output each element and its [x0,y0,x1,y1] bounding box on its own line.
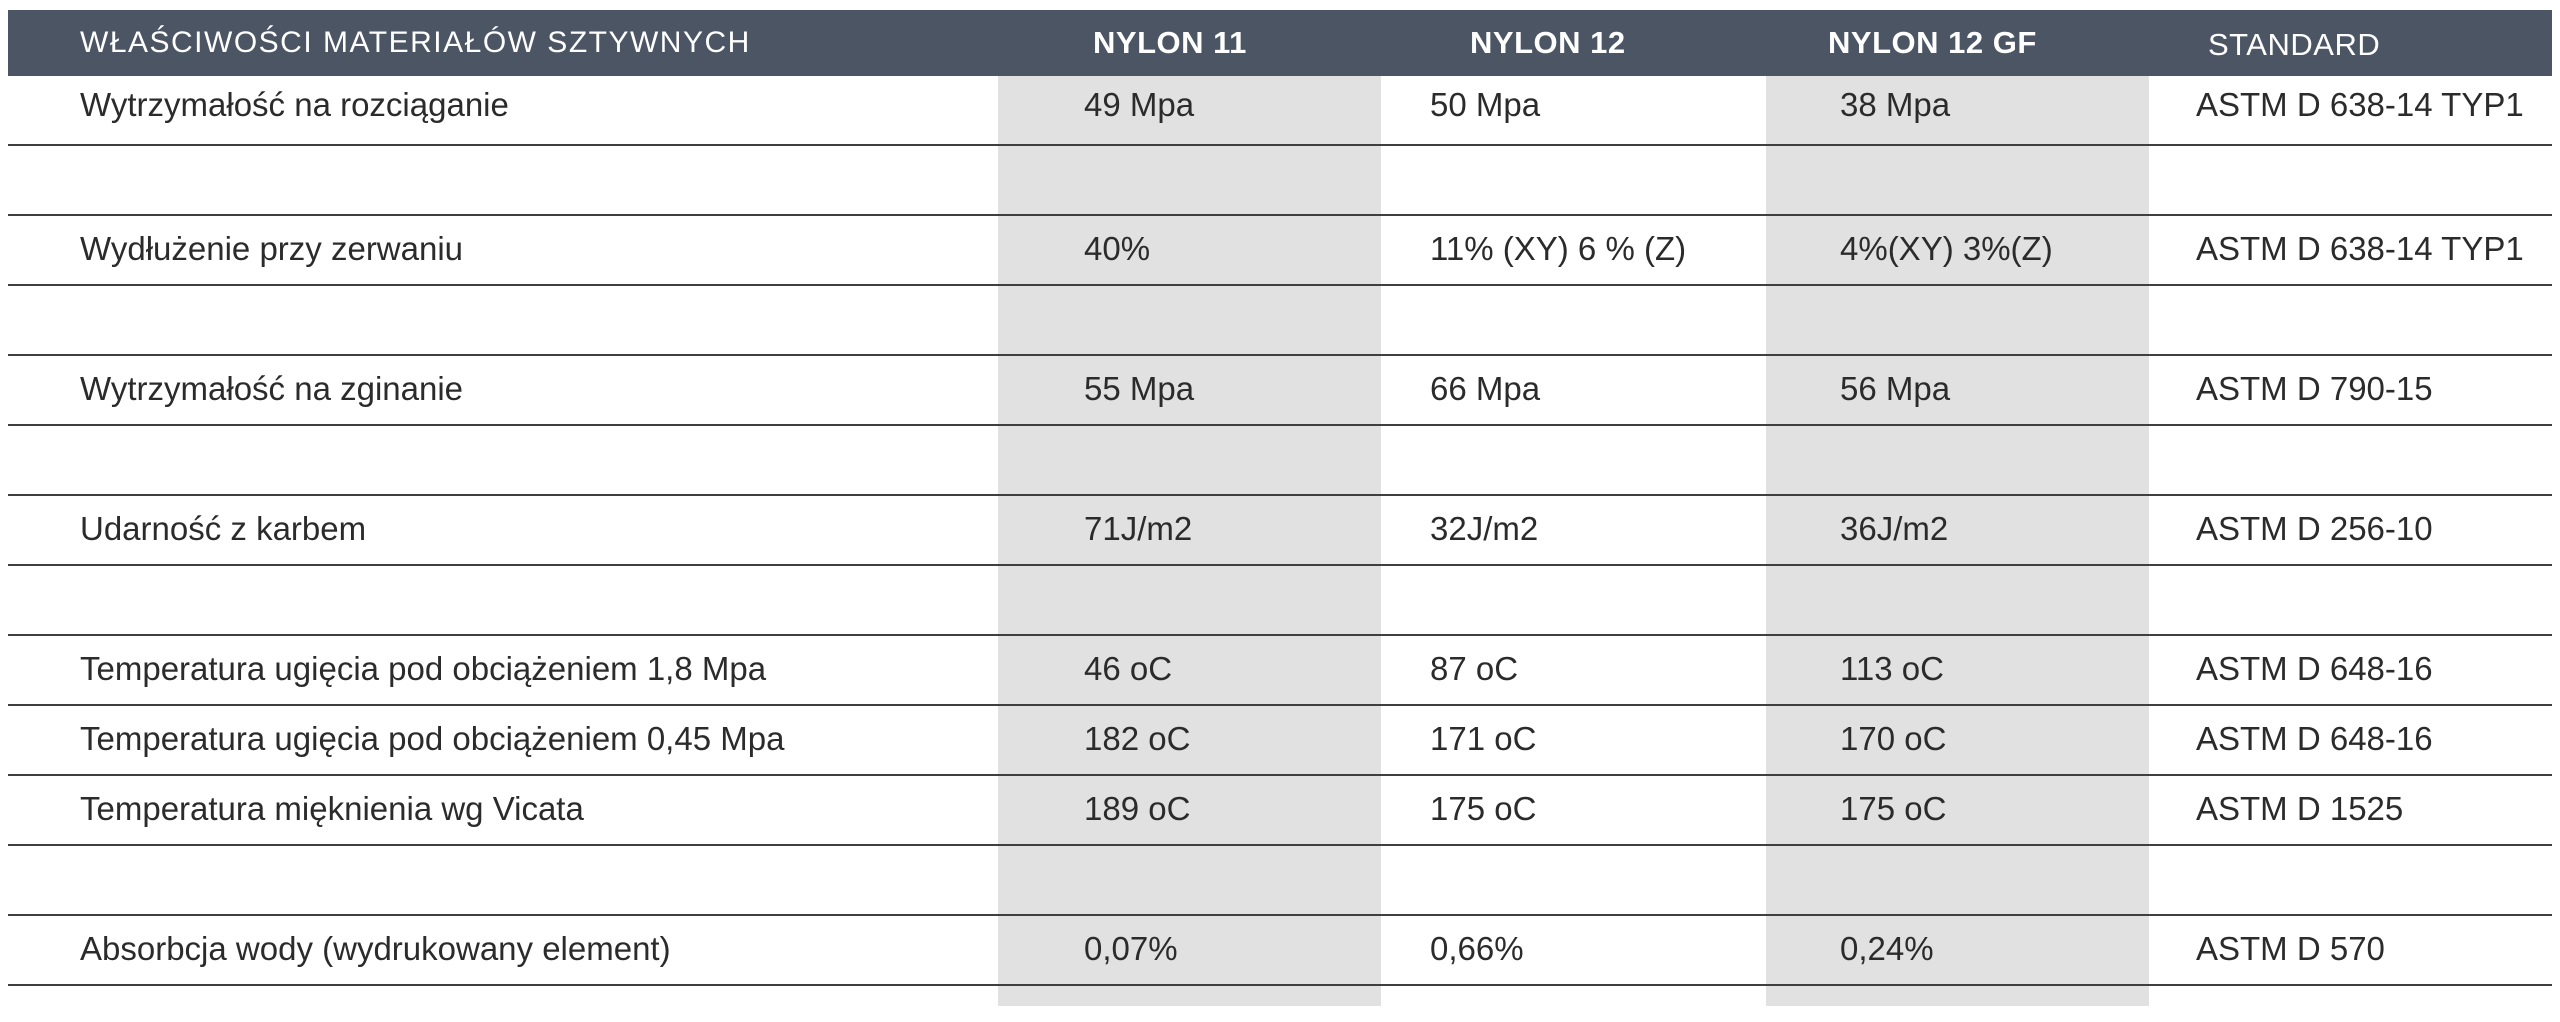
nylon-12-gf-value: 170 oC [1840,720,1947,757]
nylon-12-gf-value: 38 Mpa [1840,86,1951,123]
nylon-11-value: 49 Mpa [1084,86,1195,123]
nylon-11-value: 40% [1084,230,1151,267]
nylon-12-value: 171 oC [1430,720,1537,757]
nylon-12-value: 0,66% [1430,930,1524,967]
nylon-11-value: 182 oC [1084,720,1191,757]
nylon-11-value: 71J/m2 [1084,510,1193,547]
nylon-12-value: 175 oC [1430,790,1537,827]
standard-value: ASTM D 790-15 [2196,370,2433,407]
nylon-12-gf-value: 4%(XY) 3%(Z) [1840,230,2053,267]
standard-value: ASTM D 1525 [2196,790,2404,827]
header-nylon-12-gf: NYLON 12 GF [1828,25,2037,60]
nylon-12-gf-value: 56 Mpa [1840,370,1951,407]
standard-value: ASTM D 256-10 [2196,510,2433,547]
nylon-11-value: 0,07% [1084,930,1178,967]
nylon-11-column-shade [998,76,1381,1006]
table-row: Udarność z karbem 71J/m2 32J/m2 36J/m2 A… [8,496,2552,566]
header-standard: STANDARD [2208,27,2381,62]
table-row: Temperatura ugięcia pod obciążeniem 0,45… [8,706,2552,776]
material-properties-table: WŁAŚCIWOŚCI MATERIAŁÓW SZTYWNYCH NYLON 1… [8,10,2552,1006]
property-label: Wydłużenie przy zerwaniu [80,230,464,267]
property-label: Wytrzymałość na zginanie [80,370,464,407]
header-nylon-11: NYLON 11 [1093,25,1247,60]
nylon-12-value: 87 oC [1430,650,1519,687]
property-label: Temperatura ugięcia pod obciążeniem 0,45… [80,720,785,757]
table-row: Absorbcja wody (wydrukowany element) 0,0… [8,916,2552,986]
table-row-spacer [8,846,2552,916]
nylon-12-gf-value: 175 oC [1840,790,1947,827]
table-row: Wytrzymałość na rozciąganie 49 Mpa 50 Mp… [8,76,2552,146]
nylon-12-gf-column-shade [1766,76,2149,1006]
table-header: WŁAŚCIWOŚCI MATERIAŁÓW SZTYWNYCH NYLON 1… [8,10,2552,76]
property-label: Temperatura ugięcia pod obciążeniem 1,8 … [80,650,767,687]
table-body: Wytrzymałość na rozciąganie 49 Mpa 50 Mp… [8,76,2552,986]
standard-value: ASTM D 638-14 TYP1 [2196,86,2524,123]
standard-value: ASTM D 570 [2196,930,2385,967]
header-nylon-12: NYLON 12 [1470,25,1626,60]
property-label: Absorbcja wody (wydrukowany element) [80,930,671,967]
nylon-12-value: 66 Mpa [1430,370,1541,407]
property-label: Temperatura mięknienia wg Vicata [80,790,584,827]
table-row-spacer [8,146,2552,216]
table-row-spacer [8,426,2552,496]
property-label: Wytrzymałość na rozciąganie [80,86,509,123]
property-label: Udarność z karbem [80,510,367,547]
nylon-12-value: 11% (XY) 6 % (Z) [1430,230,1687,267]
table-row: Temperatura mięknienia wg Vicata 189 oC … [8,776,2552,846]
nylon-12-gf-value: 36J/m2 [1840,510,1949,547]
standard-value: ASTM D 648-16 [2196,650,2433,687]
standard-value: ASTM D 638-14 TYP1 [2196,230,2524,267]
table-row: Temperatura ugięcia pod obciążeniem 1,8 … [8,636,2552,706]
table-row-spacer [8,286,2552,356]
nylon-12-value: 50 Mpa [1430,86,1541,123]
table-row-spacer [8,566,2552,636]
nylon-12-gf-value: 0,24% [1840,930,1934,967]
standard-value: ASTM D 648-16 [2196,720,2433,757]
nylon-11-value: 189 oC [1084,790,1191,827]
nylon-12-gf-value: 113 oC [1840,650,1944,687]
table-row: Wytrzymałość na zginanie 55 Mpa 66 Mpa 5… [8,356,2552,426]
nylon-11-value: 46 oC [1084,650,1173,687]
nylon-12-value: 32J/m2 [1430,510,1539,547]
header-property: WŁAŚCIWOŚCI MATERIAŁÓW SZTYWNYCH [80,26,751,59]
nylon-11-value: 55 Mpa [1084,370,1195,407]
table-row: Wydłużenie przy zerwaniu 40% 11% (XY) 6 … [8,216,2552,286]
